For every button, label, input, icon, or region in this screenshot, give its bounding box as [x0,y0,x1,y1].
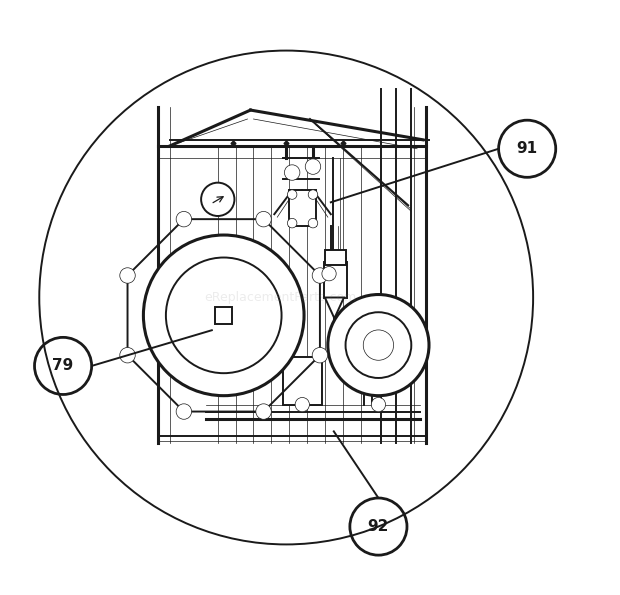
Circle shape [176,211,192,227]
Circle shape [350,498,407,555]
Circle shape [363,330,394,361]
Circle shape [305,159,321,174]
Circle shape [176,404,192,419]
Circle shape [201,183,234,216]
Circle shape [328,295,429,396]
Circle shape [345,312,411,378]
Circle shape [256,404,272,419]
Circle shape [35,337,92,394]
Circle shape [312,268,327,283]
Bar [325,250,346,265]
Bar [283,357,322,405]
Circle shape [288,190,297,199]
Bar [215,307,232,324]
Bar [324,262,347,298]
Circle shape [285,165,300,180]
Bar [289,190,316,226]
Circle shape [120,268,135,283]
Polygon shape [325,298,344,318]
Circle shape [288,218,297,228]
Circle shape [498,120,556,177]
Circle shape [143,235,304,396]
Text: 91: 91 [516,141,538,156]
Circle shape [120,347,135,363]
Circle shape [166,258,281,373]
Text: eReplacementParts.com: eReplacementParts.com [204,291,356,304]
Text: 92: 92 [368,519,389,534]
Circle shape [322,267,336,281]
Circle shape [256,211,272,227]
Circle shape [295,397,309,412]
Text: 79: 79 [53,358,74,374]
Circle shape [308,190,317,199]
Circle shape [308,218,317,228]
Circle shape [312,347,327,363]
Circle shape [371,397,386,412]
